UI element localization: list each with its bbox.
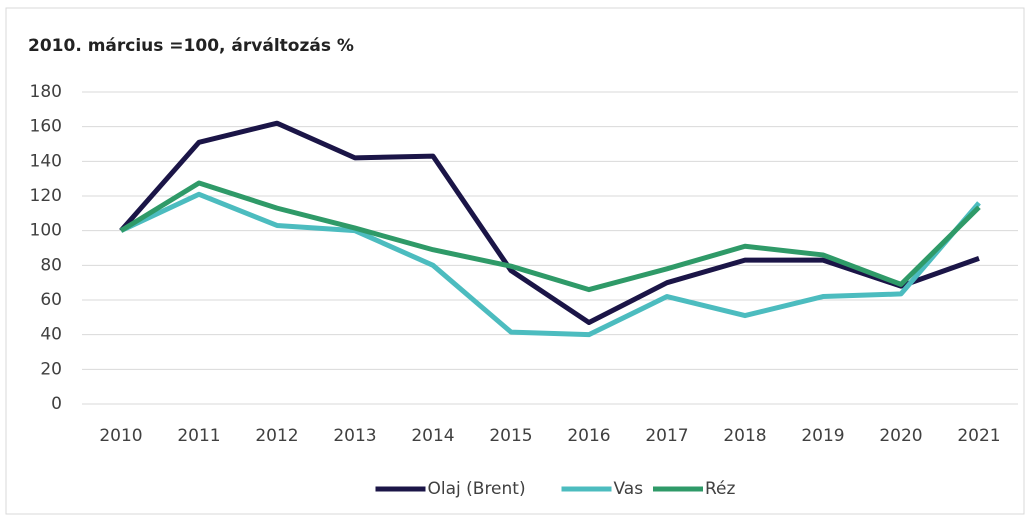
legend-label: Vas: [614, 479, 644, 499]
x-tick-label: 2015: [489, 426, 532, 446]
y-tick-label: 60: [40, 290, 62, 310]
y-tick-label: 140: [30, 151, 62, 171]
x-tick-label: 2011: [177, 426, 220, 446]
y-tick-label: 160: [30, 117, 62, 137]
x-tick-label: 2019: [801, 426, 844, 446]
x-tick-label: 2012: [255, 426, 298, 446]
y-tick-label: 80: [40, 255, 62, 275]
x-tick-label: 2016: [567, 426, 610, 446]
x-tick-label: 2014: [411, 426, 454, 446]
x-tick-label: 2018: [723, 426, 766, 446]
line-series: [119, 180, 981, 293]
legend-label: Réz: [705, 479, 736, 499]
y-tick-label: 120: [30, 186, 62, 206]
x-tick-label: 2020: [879, 426, 922, 446]
x-tick-label: 2017: [645, 426, 688, 446]
legend-label: Olaj (Brent): [428, 479, 526, 499]
line-series: [119, 120, 980, 326]
y-tick-label: 100: [30, 221, 62, 241]
x-tick-label: 2021: [957, 426, 1000, 446]
x-tick-label: 2010: [99, 426, 142, 446]
y-tick-label: 180: [30, 82, 62, 102]
y-tick-label: 40: [40, 325, 62, 345]
y-tick-label: 20: [40, 359, 62, 379]
line-series: [119, 191, 981, 338]
chart-title: 2010. március =100, árváltozás %: [28, 36, 354, 56]
y-tick-label: 0: [51, 394, 62, 414]
x-tick-label: 2013: [333, 426, 376, 446]
